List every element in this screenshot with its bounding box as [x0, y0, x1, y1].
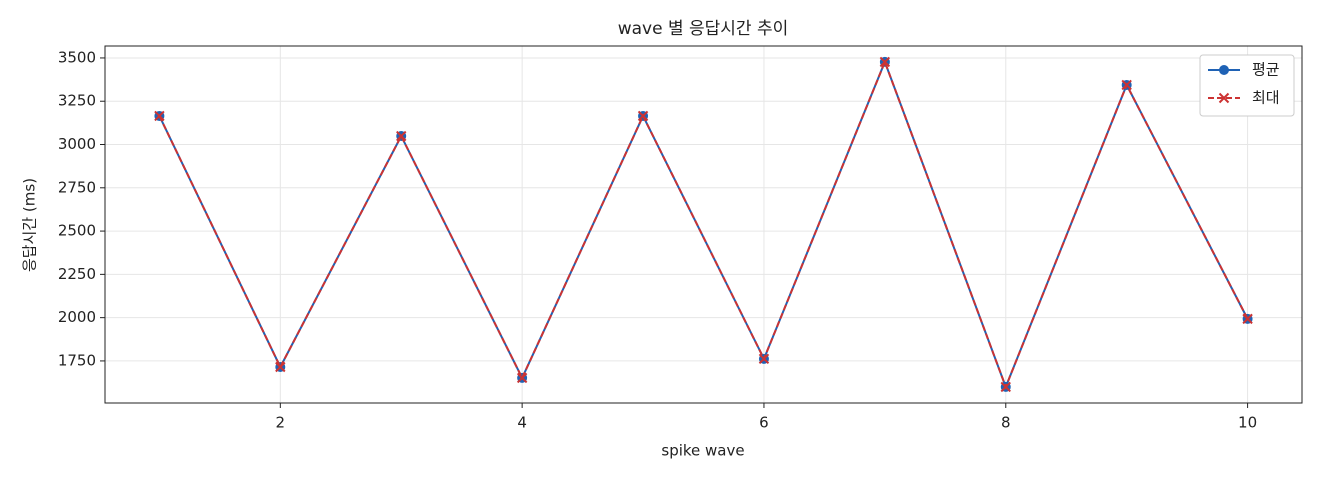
x-tick-label: 10	[1238, 414, 1257, 432]
data-point	[516, 372, 528, 384]
legend-label: 평균	[1252, 61, 1280, 79]
y-tick-label: 2250	[58, 265, 96, 283]
x-tick-label: 6	[759, 414, 769, 432]
x-tick-label: 2	[276, 414, 286, 432]
y-axis-label: 응답시간 (ms)	[21, 178, 39, 272]
legend-marker	[1219, 65, 1229, 75]
legend-label: 최대	[1252, 89, 1280, 107]
data-point	[396, 130, 407, 142]
x-tick-label: 8	[1001, 414, 1011, 432]
data-point	[1121, 79, 1132, 91]
y-tick-label: 2750	[58, 178, 96, 196]
plot-frame	[104, 45, 1303, 404]
x-axis-label: spike wave	[661, 442, 744, 460]
data-point	[879, 56, 891, 68]
y-tick-label: 1750	[58, 351, 96, 369]
y-tick-label: 2000	[58, 308, 96, 326]
legend-marker	[1218, 92, 1230, 104]
legend-box	[1199, 54, 1295, 117]
data-point	[154, 110, 165, 122]
y-tick-label: 2500	[58, 222, 96, 240]
chart-title: wave 별 응답시간 추이	[618, 19, 789, 39]
series-line	[158, 59, 1249, 390]
data-point	[637, 110, 649, 122]
series-line	[158, 59, 1249, 390]
y-tick-label: 3000	[58, 135, 96, 153]
data-point	[1242, 313, 1253, 325]
y-tick-label: 3250	[58, 92, 96, 110]
data-point	[1000, 381, 1011, 393]
data-point	[275, 361, 286, 373]
x-tick-label: 4	[517, 414, 527, 432]
y-tick-label: 3500	[58, 48, 96, 66]
data-point	[758, 353, 770, 365]
